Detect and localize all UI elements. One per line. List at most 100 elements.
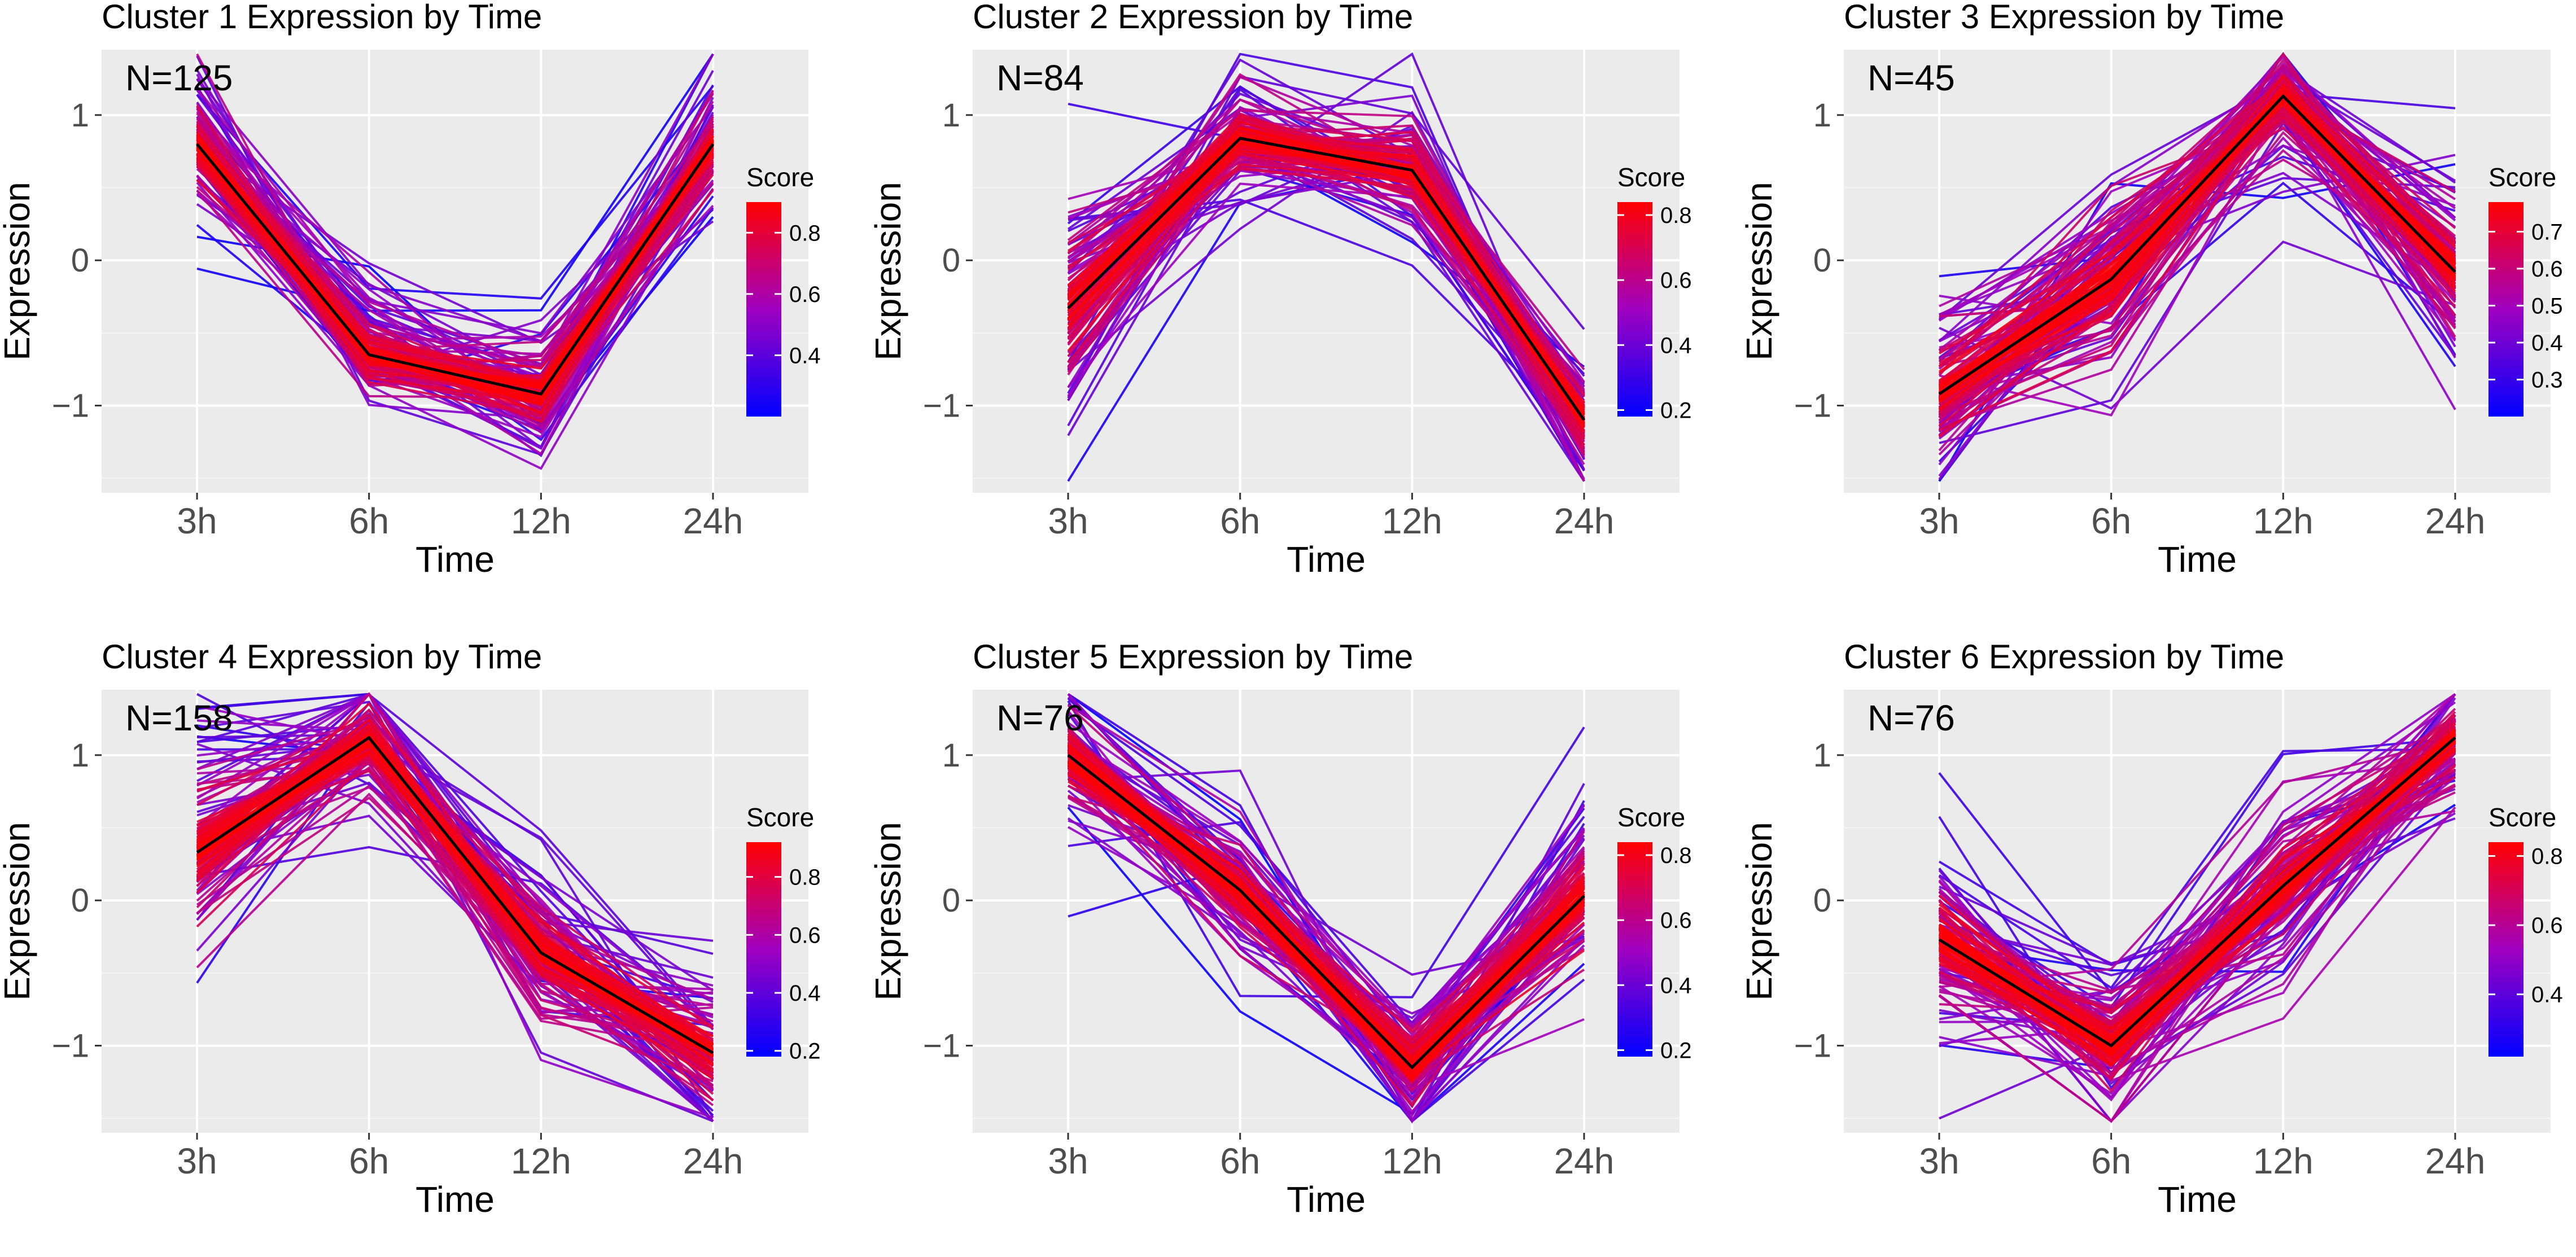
y-axis-label: Expression — [868, 822, 908, 1001]
x-axis-label: Time — [2158, 539, 2237, 580]
x-tick-label: 6h — [1220, 1141, 1260, 1181]
centroid-line — [1938, 737, 2456, 1048]
panel-title: Cluster 6 Expression by Time — [1844, 638, 2284, 676]
legend-tick-label: 0.6 — [789, 282, 821, 307]
cluster-count-label: N=84 — [996, 58, 1084, 98]
x-tick-label: 3h — [1919, 501, 1959, 541]
legend-colorbar — [1617, 842, 1652, 1057]
y-tick-label: −1 — [52, 388, 89, 424]
legend-title: Score — [746, 803, 814, 832]
legend-tick-label: 0.8 — [1660, 843, 1692, 868]
x-tick-label: 3h — [1048, 501, 1088, 541]
gene-profile-line — [1938, 92, 2456, 389]
legend-tick-label: 0.8 — [789, 221, 821, 246]
cluster-panel-6: Cluster 6 Expression by Time N=76 1 0 −1 3h 6h… — [1739, 638, 2563, 1220]
x-tick-label: 6h — [2091, 501, 2131, 541]
gene-profile-line — [196, 692, 714, 942]
centroid-line — [196, 735, 714, 1054]
x-tick-label: 12h — [1382, 501, 1442, 541]
legend-tick-label: 0.2 — [1660, 398, 1692, 423]
y-tick-label: 0 — [942, 242, 960, 279]
gene-profile-line — [196, 53, 714, 312]
gene-profile-line — [1938, 74, 2456, 375]
y-tick-label: 0 — [942, 882, 960, 919]
x-tick-label: 24h — [2425, 501, 2486, 541]
gene-profile-line — [196, 737, 714, 1028]
y-axis-label: Expression — [1739, 822, 1779, 1001]
panel-title: Cluster 3 Expression by Time — [1844, 0, 2284, 36]
legend-tick-label: 0.4 — [789, 343, 821, 368]
x-tick-label: 24h — [683, 501, 744, 541]
y-tick-label: 1 — [942, 97, 960, 134]
gene-profile-line — [1067, 722, 1585, 1037]
y-tick-label: −1 — [1794, 1028, 1831, 1065]
cluster-panel-3: Cluster 3 Expression by Time N=45 1 0 −1 3h 6h… — [1739, 0, 2563, 580]
centroid-line — [196, 143, 715, 396]
x-tick-label: 24h — [2425, 1141, 2486, 1181]
x-axis-label: Time — [2158, 1179, 2237, 1220]
legend-tick-label: 0.2 — [789, 1039, 821, 1064]
gene-profile-line — [1938, 748, 2456, 989]
x-tick-label: 6h — [1220, 501, 1260, 541]
legend-tick-label: 0.6 — [2531, 913, 2563, 938]
legend-tick-label: 0.4 — [2531, 331, 2563, 356]
y-axis-label: Expression — [0, 822, 37, 1001]
cluster-count-label: N=76 — [1868, 698, 1955, 738]
cluster-count-label: N=76 — [996, 698, 1084, 738]
panel-title: Cluster 4 Expression by Time — [102, 638, 542, 676]
legend-tick-label: 0.4 — [1660, 333, 1692, 358]
legend-tick-label: 0.3 — [2531, 367, 2563, 392]
panel-title: Cluster 2 Expression by Time — [973, 0, 1413, 36]
gene-profile-line — [196, 733, 714, 1055]
x-axis-label: Time — [416, 539, 495, 580]
cluster-panel-1: Cluster 1 Expression by Time N=125 1 0 −1 3h 6… — [0, 0, 821, 580]
gene-profile-line — [1939, 118, 2456, 426]
x-axis-label: Time — [1287, 539, 1366, 580]
legend-tick-label: 0.6 — [2531, 257, 2563, 282]
gene-profile-lines — [1067, 52, 1585, 482]
x-tick-label: 12h — [2253, 1141, 2313, 1181]
gene-profile-line — [196, 170, 714, 470]
x-tick-label: 12h — [2253, 501, 2313, 541]
cluster-panel-5: Cluster 5 Expression by Time N=76 1 0 −1 3h 6h… — [868, 638, 1692, 1220]
y-tick-label: 1 — [1813, 737, 1831, 774]
x-tick-label: 24h — [1554, 1141, 1615, 1181]
x-tick-label: 3h — [177, 501, 217, 541]
centroid-line — [1067, 137, 1586, 421]
legend-title: Score — [746, 163, 814, 192]
x-axis-label: Time — [1287, 1179, 1366, 1220]
legend-colorbar — [746, 842, 781, 1057]
centroid-line — [1067, 754, 1585, 1070]
legend-tick-label: 0.5 — [2531, 294, 2563, 318]
legend-title: Score — [2488, 163, 2556, 192]
y-tick-label: 1 — [71, 737, 89, 774]
legend-tick-label: 0.6 — [1660, 908, 1692, 933]
gene-profile-line — [196, 85, 714, 300]
x-tick-label: 24h — [1554, 501, 1615, 541]
x-tick-label: 3h — [177, 1141, 217, 1181]
gene-profile-line — [1939, 121, 2456, 444]
y-tick-label: 1 — [1813, 97, 1831, 134]
gene-profile-line — [196, 693, 714, 1027]
gene-profile-line — [1938, 100, 2456, 373]
y-tick-label: 0 — [1813, 242, 1831, 279]
gene-profile-line — [1938, 109, 2456, 416]
panel-title: Cluster 1 Expression by Time — [102, 0, 542, 36]
y-tick-label: 1 — [71, 97, 89, 134]
legend-title: Score — [2488, 803, 2556, 832]
centroid-line — [1938, 94, 2456, 396]
legend-tick-label: 0.6 — [1660, 268, 1692, 293]
cluster-count-label: N=125 — [125, 58, 233, 98]
legend-tick-label: 0.8 — [789, 865, 821, 890]
y-axis-label: Expression — [868, 182, 908, 361]
x-tick-label: 3h — [1919, 1141, 1959, 1181]
legend-tick-label: 0.6 — [789, 923, 821, 948]
y-axis-label: Expression — [0, 182, 37, 361]
y-tick-label: −1 — [923, 388, 960, 424]
legend-tick-label: 0.8 — [2531, 844, 2563, 869]
x-tick-label: 6h — [349, 1141, 389, 1181]
y-tick-label: 1 — [942, 737, 960, 774]
x-tick-label: 12h — [1382, 1141, 1442, 1181]
x-tick-label: 12h — [511, 501, 571, 541]
